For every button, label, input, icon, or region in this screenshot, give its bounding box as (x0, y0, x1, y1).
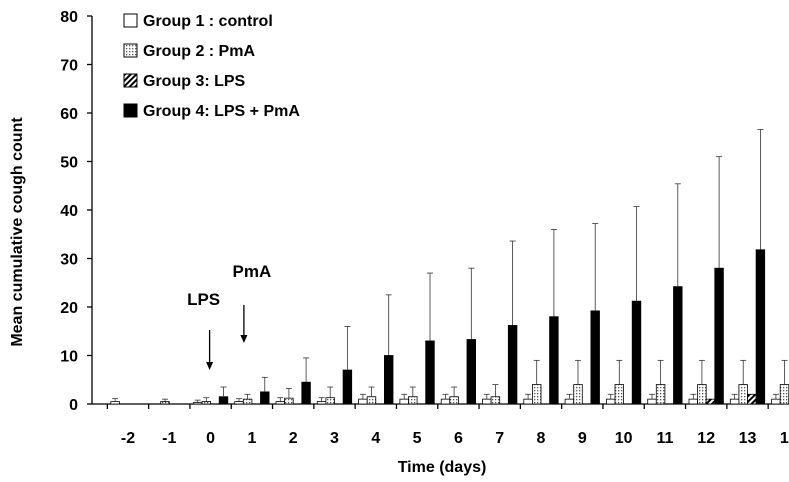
x-tick-label: 1 (247, 430, 256, 447)
bar-white (771, 398, 781, 405)
bar-dotted (614, 384, 625, 405)
legend-swatch (123, 73, 138, 88)
bar-white (192, 402, 203, 405)
y-tick-label: 10 (60, 349, 78, 366)
bar-white (688, 398, 699, 405)
bar-dotted (490, 396, 501, 405)
x-tick-label: 4 (371, 430, 380, 447)
x-tick-label: 12 (697, 430, 715, 447)
bar-dotted (655, 384, 666, 405)
x-tick-label: 0 (206, 430, 215, 447)
bar-dotted (366, 396, 377, 405)
x-axis-title: Time (days) (398, 459, 487, 476)
legend-label: Group 2 : PmA (143, 43, 255, 60)
bar-black (673, 286, 683, 405)
y-tick-label: 20 (60, 300, 78, 317)
bar-hatched (705, 398, 716, 405)
bar-dotted (242, 398, 253, 405)
bar-dotted (449, 396, 459, 405)
x-axis: -2-101234567891011121314 (92, 403, 789, 447)
annotation-label: LPS (187, 290, 220, 309)
x-tick-label: 14 (780, 430, 789, 447)
bar-white (234, 401, 244, 405)
bar-white (482, 398, 492, 405)
x-tick-label: -2 (121, 430, 135, 447)
annotation-arrowhead (206, 362, 214, 370)
legend-label: Group 4: LPS + PmA (143, 103, 300, 120)
bar-dotted (738, 384, 748, 405)
bar-hatched (747, 393, 757, 405)
bar-white (440, 398, 451, 405)
x-tick-label: 13 (739, 430, 757, 447)
bar-white (110, 401, 120, 405)
x-tick-label: 5 (413, 430, 422, 447)
x-tick-label: 11 (656, 430, 673, 447)
legend-swatch (123, 103, 138, 118)
bar-dotted (160, 401, 170, 405)
bar-dotted (697, 384, 707, 405)
bar-white (316, 401, 327, 405)
legend: Group 1 : control Group 2 : PmA Group 3: L… (123, 13, 300, 120)
bar-black (425, 340, 435, 405)
bar-dotted (325, 397, 335, 405)
bar-black (466, 339, 477, 405)
y-tick-label: 60 (60, 106, 78, 123)
y-tick-label: 40 (60, 203, 78, 220)
bar-dotted (573, 384, 583, 405)
x-tick-label: 7 (495, 430, 504, 447)
x-tick-label: 3 (330, 430, 339, 447)
x-tick-label: 10 (615, 430, 633, 447)
bar-dotted (284, 397, 294, 405)
bar-black (755, 249, 766, 405)
bar-dotted (532, 384, 542, 405)
x-tick-label: 6 (454, 430, 463, 447)
bar-black (549, 316, 559, 405)
annotation-label: PmA (233, 262, 272, 281)
legend-label: Group 1 : control (143, 13, 273, 30)
bar-dotted (201, 401, 212, 405)
legend-swatch (123, 43, 138, 58)
bar-black (631, 300, 642, 405)
y-tick-label: 0 (69, 397, 78, 414)
annotations: LPS PmA (187, 262, 271, 370)
bar-black (260, 391, 270, 405)
y-tick-label: 30 (60, 252, 78, 269)
bar-white (275, 401, 286, 405)
y-tick-label: 50 (60, 155, 78, 172)
y-axis: 0 10 20 30 40 50 60 70 80 (60, 9, 93, 414)
bar-white (647, 398, 657, 405)
legend-label: Group 3: LPS (143, 73, 246, 90)
bar-dotted (779, 384, 789, 405)
error-bars (112, 129, 788, 403)
bar-black (590, 310, 600, 405)
x-tick-label: -1 (162, 430, 176, 447)
bar-black (342, 369, 353, 405)
y-tick-label: 70 (60, 58, 78, 75)
y-tick-label: 80 (60, 9, 78, 26)
bar-black (714, 267, 724, 405)
y-axis-title: Mean cumulative cough count (9, 117, 26, 347)
annotation-arrowhead (240, 335, 248, 343)
bar-black (301, 381, 311, 405)
bar-black (218, 396, 229, 405)
bar-white (606, 398, 616, 405)
x-tick-label: 2 (289, 430, 298, 447)
bar-dotted (408, 396, 418, 405)
bar-black (383, 355, 394, 405)
bar-white (729, 398, 740, 405)
bar-white (358, 398, 368, 405)
bar-white (564, 398, 575, 405)
bar-black (507, 325, 518, 405)
legend-swatch (123, 13, 138, 28)
bar-white (399, 398, 409, 405)
bar-series (110, 249, 789, 405)
bar-white (523, 398, 533, 405)
x-tick-label: 9 (578, 430, 587, 447)
x-tick-label: 8 (537, 430, 546, 447)
